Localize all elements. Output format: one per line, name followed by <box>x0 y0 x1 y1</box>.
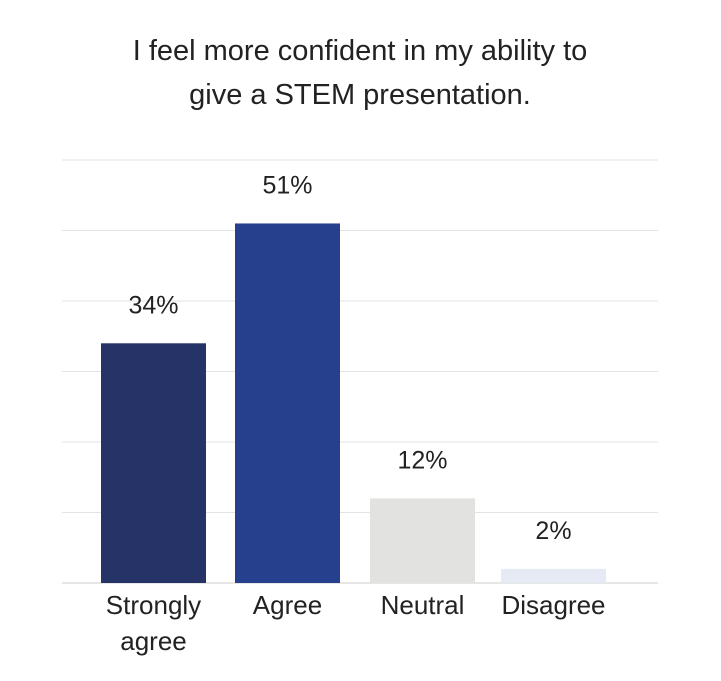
bars <box>101 223 606 583</box>
category-labels: Strongly agree Agree Neutral Disagree <box>106 590 606 656</box>
category-label: Neutral <box>381 590 465 620</box>
chart-title: I feel more confident in my ability to gi… <box>133 35 588 111</box>
bar <box>235 223 340 583</box>
chart-title-line: I feel more confident in my ability to <box>133 35 588 67</box>
value-labels: 34% 51% 12% 2% <box>128 171 571 544</box>
value-label: 12% <box>397 446 447 474</box>
chart-title-line: give a STEM presentation. <box>189 79 531 111</box>
value-label: 51% <box>262 171 312 199</box>
category-label: Strongly <box>106 590 201 620</box>
value-label: 2% <box>535 517 571 545</box>
bar <box>101 343 206 583</box>
bar <box>501 568 606 583</box>
category-label: Agree <box>253 590 322 620</box>
value-label: 34% <box>128 291 178 319</box>
category-label: agree <box>120 626 187 656</box>
bar <box>370 498 475 583</box>
category-label: Disagree <box>501 590 605 620</box>
